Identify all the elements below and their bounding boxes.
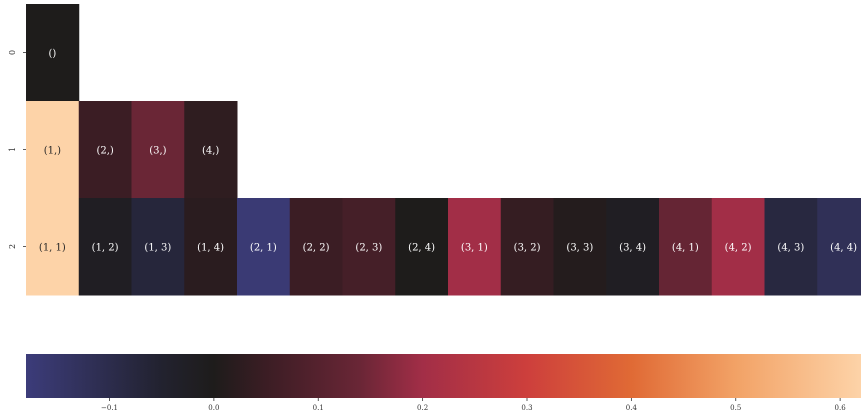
heatmap-cell-label: (2, 4) bbox=[408, 243, 435, 254]
heatmap-cell bbox=[78, 101, 132, 199]
row-tick-label: 2 bbox=[8, 244, 17, 249]
heatmap-cell bbox=[184, 198, 238, 296]
heatmap-cell-label: (3, 1) bbox=[461, 243, 488, 254]
heatmap-cell bbox=[817, 198, 861, 296]
heatmap-cell-label: (4, 1) bbox=[672, 243, 699, 254]
row-tick-label: 0 bbox=[8, 50, 17, 55]
heatmap-cell-label: (1, 2) bbox=[92, 243, 119, 254]
heatmap-cell bbox=[78, 198, 132, 296]
heatmap-cell-label: (1, 1) bbox=[39, 243, 66, 254]
heatmap-cell bbox=[395, 198, 449, 296]
heatmap-cell bbox=[26, 101, 80, 199]
heatmap-cell bbox=[237, 198, 291, 296]
heatmap-cell-label: (2, 3) bbox=[355, 243, 382, 254]
heatmap-cell-label: (3, 3) bbox=[566, 243, 593, 254]
colorbar-tick-label: 0.6 bbox=[835, 404, 847, 412]
heatmap-cell-label: (4, 3) bbox=[777, 243, 804, 254]
colorbar-tick-label: 0.2 bbox=[417, 404, 428, 412]
heatmap-cell bbox=[448, 198, 502, 296]
heatmap-cell bbox=[553, 198, 607, 296]
heatmap-cell-label: (4, 2) bbox=[725, 243, 752, 254]
heatmap-cell bbox=[184, 101, 238, 199]
heatmap-cell bbox=[26, 198, 80, 296]
heatmap-cell bbox=[289, 198, 343, 296]
colorbar-gradient bbox=[26, 354, 861, 398]
heatmap-cell-label: (2,) bbox=[96, 146, 113, 157]
heatmap-cell-label: (1,) bbox=[44, 146, 61, 157]
heatmap-cell bbox=[659, 198, 713, 296]
heatmap-cell-label: (4,) bbox=[202, 146, 219, 157]
heatmap-cell-label: (3, 2) bbox=[514, 243, 541, 254]
row-tick-label: 1 bbox=[8, 147, 17, 152]
colorbar-tick-label: 0.1 bbox=[313, 404, 324, 412]
heatmap-cell bbox=[711, 198, 765, 296]
heatmap-cell-label: (4, 4) bbox=[830, 243, 857, 254]
colorbar-tick-label: 0.4 bbox=[626, 404, 638, 412]
heatmap-cell-label: (3,) bbox=[149, 146, 166, 157]
heatmap-grid: () (1,) (2,) (3,) (4,) (1, 1) (1, 2) (1, 3) (1, … bbox=[26, 4, 861, 296]
heatmap-cell-label: (3, 4) bbox=[619, 243, 646, 254]
heatmap-cell bbox=[342, 198, 396, 296]
heatmap-cell bbox=[131, 101, 185, 199]
row-tick-labels: 0 1 2 bbox=[8, 50, 26, 249]
heatmap-cell-label: (2, 2) bbox=[303, 243, 330, 254]
colorbar: −0.1 0.0 0.1 0.2 0.3 0.4 0.5 0.6 bbox=[26, 354, 861, 412]
heatmap-cell bbox=[764, 198, 818, 296]
heatmap-cell-label: (1, 4) bbox=[197, 243, 224, 254]
colorbar-tick-label: 0.0 bbox=[208, 404, 219, 412]
heatmap-cell bbox=[26, 4, 80, 102]
heatmap-cell bbox=[500, 198, 554, 296]
heatmap-cell bbox=[606, 198, 660, 296]
heatmap-cell-label: () bbox=[48, 49, 56, 60]
colorbar-tick-label: 0.3 bbox=[521, 404, 532, 412]
heatmap-cell bbox=[131, 198, 185, 296]
colorbar-tick-label: 0.5 bbox=[730, 404, 741, 412]
heatmap-cell-label: (1, 3) bbox=[144, 243, 171, 254]
heatmap-cell-label: (2, 1) bbox=[250, 243, 277, 254]
colorbar-tick-label: −0.1 bbox=[101, 404, 118, 412]
